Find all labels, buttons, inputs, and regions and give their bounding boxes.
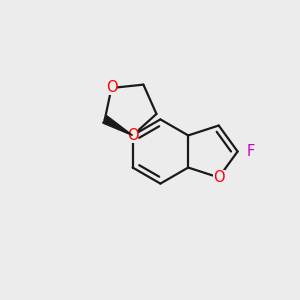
Polygon shape [103, 116, 133, 135]
Text: O: O [106, 80, 117, 95]
Text: O: O [213, 170, 224, 185]
Text: O: O [127, 128, 138, 143]
Text: F: F [247, 144, 255, 159]
